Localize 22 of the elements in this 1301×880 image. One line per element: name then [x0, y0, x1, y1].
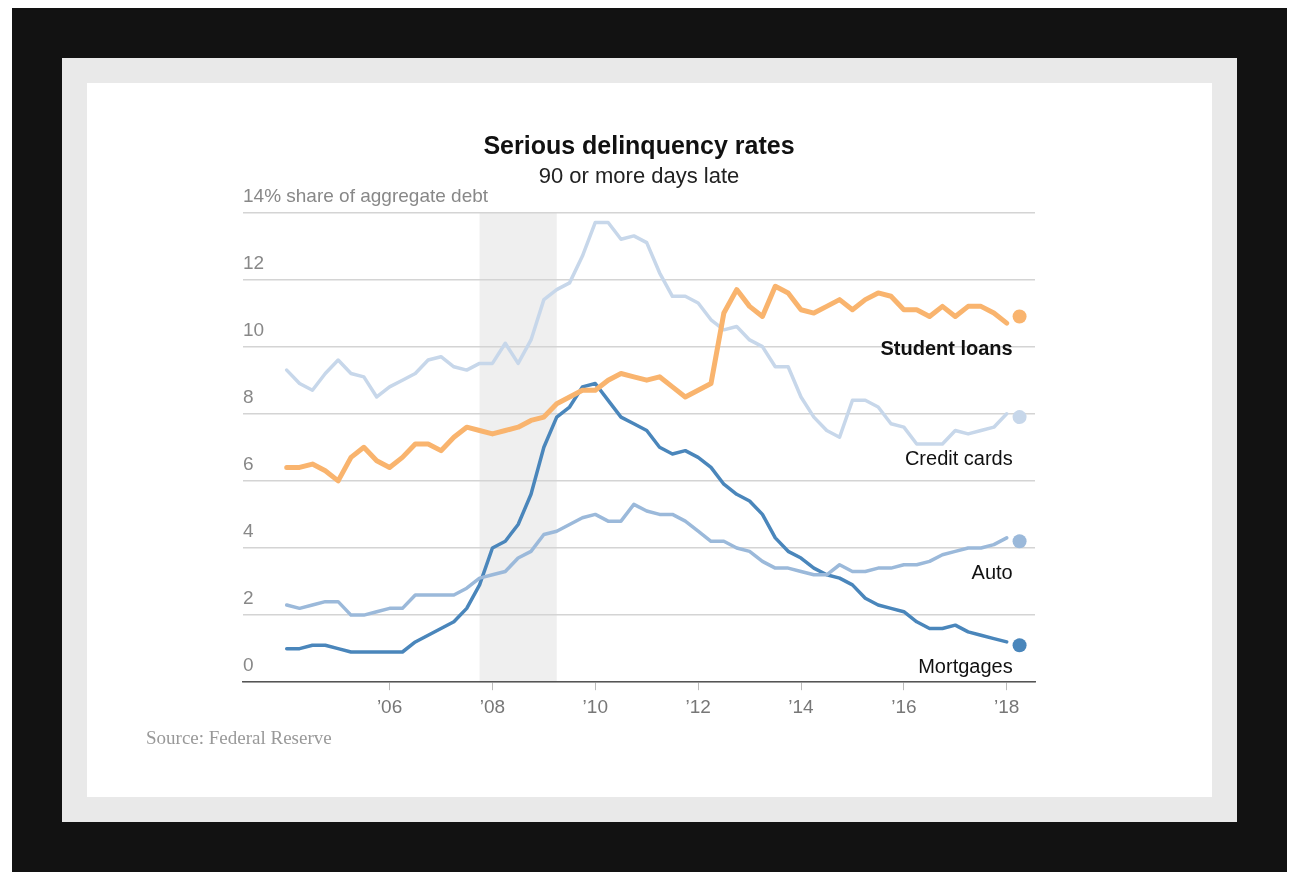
y-tick-label: 6: [243, 453, 254, 475]
series-label: Student loans: [880, 336, 1013, 359]
x-tick-label: ’16: [891, 695, 917, 717]
x-tick-label: ’08: [479, 695, 506, 717]
source-note: Source: Federal Reserve: [146, 727, 332, 749]
chart-subtitle: 90 or more days late: [538, 163, 740, 189]
x-tick-label: ’12: [685, 695, 711, 717]
y-tick-label: 0: [243, 654, 254, 676]
y-tick-label: 8: [243, 385, 254, 407]
x-tick-label: ’10: [582, 695, 608, 717]
series-label: Auto: [971, 561, 1013, 584]
x-tick-label: ’14: [788, 695, 815, 717]
y-tick-label: 12: [243, 251, 265, 273]
series-label: Credit cards: [904, 447, 1013, 470]
x-tick-label: ’06: [376, 695, 403, 717]
y-tick-label: 10: [243, 318, 265, 340]
y-tick-label: 14% share of aggregate debt: [243, 184, 489, 206]
y-tick-label: 2: [243, 587, 254, 609]
series-label: Mortgages: [918, 655, 1013, 678]
chart-title: Serious delinquency rates: [483, 130, 795, 159]
y-tick-label: 4: [243, 520, 254, 542]
x-tick-label: ’18: [994, 695, 1020, 717]
